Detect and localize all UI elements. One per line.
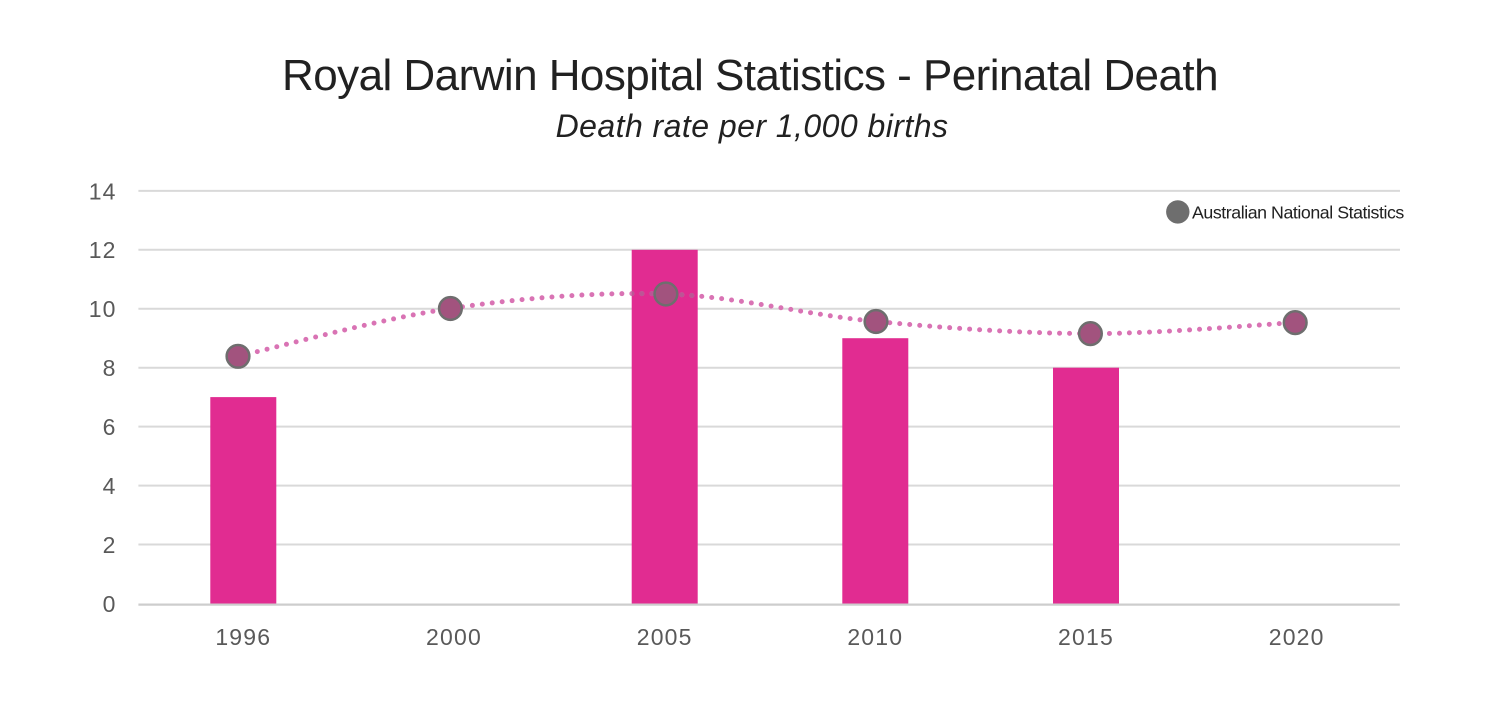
svg-text:2005: 2005 bbox=[637, 624, 693, 650]
svg-text:0: 0 bbox=[103, 591, 117, 617]
svg-text:2020: 2020 bbox=[1269, 624, 1325, 650]
svg-text:8: 8 bbox=[103, 355, 117, 381]
svg-text:14: 14 bbox=[89, 178, 117, 204]
svg-text:10: 10 bbox=[89, 296, 117, 322]
svg-text:1996: 1996 bbox=[215, 624, 271, 650]
svg-text:2000: 2000 bbox=[426, 624, 482, 650]
svg-text:2015: 2015 bbox=[1058, 624, 1114, 650]
svg-text:Death rate per 1,000 births: Death rate per 1,000 births bbox=[556, 108, 949, 144]
svg-text:Royal Darwin Hospital Statisti: Royal Darwin Hospital Statistics - Perin… bbox=[282, 51, 1218, 100]
svg-text:6: 6 bbox=[103, 414, 117, 440]
svg-text:4: 4 bbox=[103, 473, 117, 499]
svg-text:Australian National Statistics: Australian National Statistics bbox=[1192, 202, 1404, 222]
svg-text:12: 12 bbox=[89, 237, 117, 263]
svg-text:2010: 2010 bbox=[847, 624, 903, 650]
svg-text:2: 2 bbox=[103, 532, 117, 558]
